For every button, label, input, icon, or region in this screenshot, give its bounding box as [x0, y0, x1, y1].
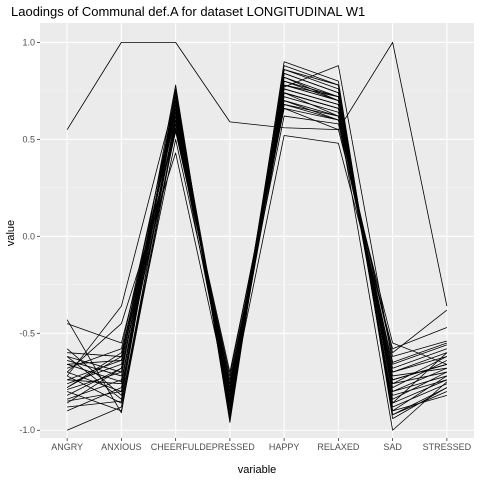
series-layer — [66, 41, 448, 431]
x-tick-label: SAD — [383, 442, 402, 452]
y-tick-label: -1.0 — [19, 425, 35, 435]
x-axis: ANGRY ANXIOUS CHEERFULDEPRESSED HAPPY RELAXE… — [51, 438, 472, 452]
x-tick-label: HAPPY — [269, 442, 300, 452]
series-line-1 — [66, 41, 448, 307]
x-tick-label: RELAXED — [317, 442, 360, 452]
grid-layer — [40, 23, 474, 438]
x-tick-label: ANGRY — [51, 442, 83, 452]
y-tick-label: 1.0 — [22, 37, 35, 47]
y-tick-label: 0.0 — [22, 231, 35, 241]
y-axis-title: value — [5, 220, 17, 246]
x-axis-title: variable — [238, 464, 277, 476]
x-tick-label: ANXIOUS — [101, 442, 142, 452]
y-tick-label: -0.5 — [19, 328, 35, 338]
y-axis: -1.0 -0.5 0.0 0.5 1.0 — [19, 37, 40, 435]
chart-title: Laodings of Communal def.A for dataset L… — [11, 4, 365, 19]
x-tick-label: CHEERFULDEPRESSED — [151, 442, 256, 452]
y-tick-label: 0.5 — [22, 134, 35, 144]
series-line-29 — [66, 92, 447, 392]
x-tick-label: STRESSED — [423, 442, 472, 452]
